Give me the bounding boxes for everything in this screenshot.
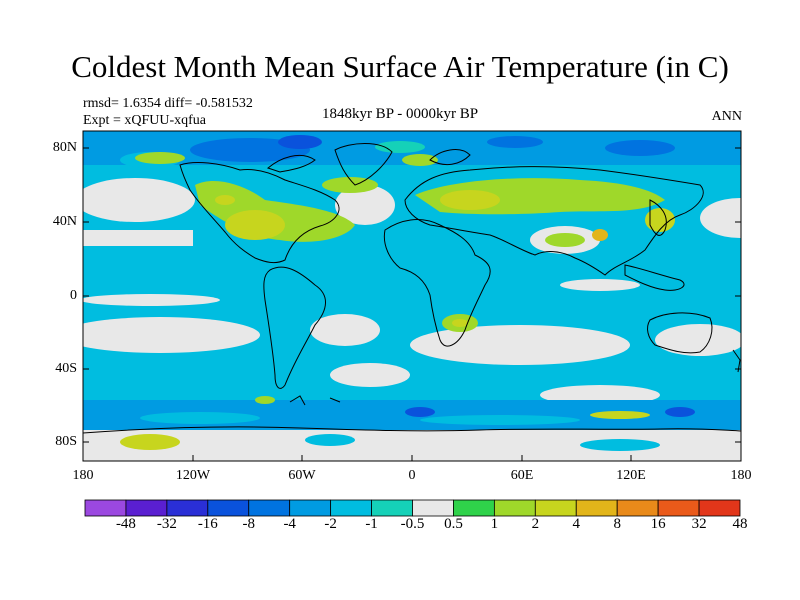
x-tick-60w: 60W xyxy=(288,468,316,483)
colorbar-label: -8 xyxy=(242,516,256,532)
colorbar-label: -0.5 xyxy=(400,516,425,532)
colorbar-swatch xyxy=(575,499,618,517)
rmsd-diff-label: rmsd= 1.6354 diff= -0.581532 xyxy=(83,96,253,111)
y-tick-40n: 40N xyxy=(52,214,77,229)
colorbar-swatch xyxy=(166,499,209,517)
colorbar-swatch xyxy=(493,499,536,517)
colorbar-swatch xyxy=(698,499,741,517)
y-tick-80s: 80S xyxy=(55,434,77,449)
colorbar-label: -4 xyxy=(283,516,296,532)
coastlines xyxy=(83,143,741,434)
colorbar-swatch xyxy=(616,499,659,517)
x-tick-60e: 60E xyxy=(510,468,534,483)
colorbar-label: 48 xyxy=(732,516,748,532)
colorbar-swatch xyxy=(412,499,454,517)
colorbar-label: 4 xyxy=(572,516,581,532)
experiment-label: Expt = xQFUU-xqfua xyxy=(83,113,206,128)
colorbar-swatch xyxy=(453,499,495,517)
colorbar xyxy=(84,499,741,517)
colorbar-swatch xyxy=(289,499,332,517)
colorbar-swatch xyxy=(248,499,291,517)
colorbar-swatch xyxy=(330,499,372,517)
season-label: ANN xyxy=(711,109,742,124)
x-tick-180w: 180 xyxy=(72,468,94,483)
colorbar-label: 2 xyxy=(531,516,540,532)
colorbar-label: 1 xyxy=(490,516,499,532)
colorbar-label: 0.5 xyxy=(444,516,463,532)
colorbar-label: 16 xyxy=(650,516,666,532)
y-tick-40s: 40S xyxy=(55,361,77,376)
map-title: Coldest Month Mean Surface Air Temperatu… xyxy=(71,49,729,84)
period-label: 1848kyr BP - 0000kyr BP xyxy=(321,106,479,122)
x-tick-120e: 120E xyxy=(616,468,646,483)
colorbar-swatch xyxy=(125,499,168,517)
colorbar-label: -32 xyxy=(156,516,177,532)
x-tick-0: 0 xyxy=(408,468,416,483)
colorbar-label: -1 xyxy=(365,516,378,532)
colorbar-swatch xyxy=(534,499,577,517)
x-tick-120w: 120W xyxy=(175,468,211,483)
colorbar-label: 8 xyxy=(613,516,621,532)
y-tick-80n: 80N xyxy=(52,140,77,155)
map-field xyxy=(83,131,741,461)
colorbar-swatch xyxy=(657,499,700,517)
colorbar-label: -48 xyxy=(115,516,136,532)
y-tick-0: 0 xyxy=(70,288,77,303)
colorbar-swatch xyxy=(207,499,250,517)
axis-ticks xyxy=(82,147,742,461)
colorbar-swatch xyxy=(84,499,127,517)
colorbar-swatch xyxy=(371,499,413,517)
colorbar-label: -16 xyxy=(197,516,218,532)
colorbar-label: 32 xyxy=(691,516,707,532)
x-tick-180e: 180 xyxy=(730,468,752,483)
colorbar-label: -2 xyxy=(324,516,337,532)
